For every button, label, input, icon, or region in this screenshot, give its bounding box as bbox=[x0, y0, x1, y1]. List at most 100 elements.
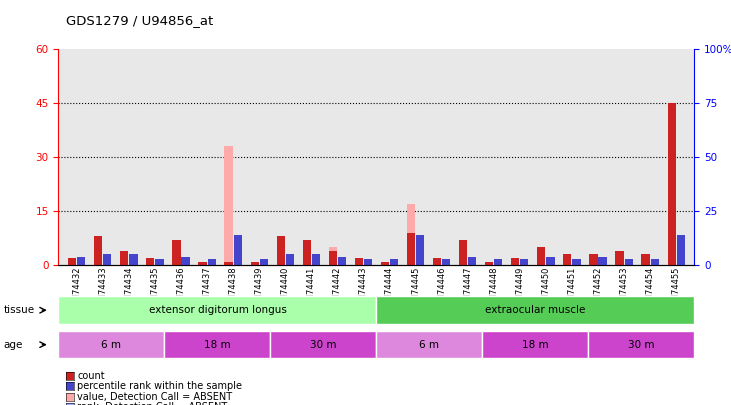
Bar bbox=[286, 259, 294, 265]
Text: 18 m: 18 m bbox=[522, 340, 549, 350]
Bar bbox=[181, 257, 189, 265]
Bar bbox=[677, 241, 685, 265]
Bar bbox=[442, 259, 450, 265]
Bar bbox=[572, 261, 580, 265]
Bar bbox=[77, 257, 86, 265]
Bar bbox=[103, 254, 111, 265]
Bar bbox=[208, 259, 216, 265]
Bar bbox=[120, 251, 129, 265]
Bar bbox=[260, 261, 268, 265]
Bar bbox=[120, 258, 129, 265]
Bar bbox=[146, 258, 154, 265]
Text: 6 m: 6 m bbox=[420, 340, 439, 350]
Bar bbox=[433, 258, 442, 265]
Text: 18 m: 18 m bbox=[204, 340, 231, 350]
Text: extensor digitorum longus: extensor digitorum longus bbox=[148, 305, 287, 315]
Bar bbox=[251, 262, 259, 265]
Bar bbox=[433, 262, 442, 265]
Bar bbox=[468, 257, 477, 265]
Text: 6 m: 6 m bbox=[102, 340, 121, 350]
Bar bbox=[208, 261, 216, 265]
Bar bbox=[94, 237, 102, 265]
Text: percentile rank within the sample: percentile rank within the sample bbox=[77, 382, 243, 391]
Bar bbox=[485, 264, 493, 265]
Bar bbox=[546, 257, 555, 265]
Bar bbox=[173, 258, 181, 265]
Bar bbox=[407, 204, 415, 265]
Bar bbox=[564, 254, 572, 265]
Text: value, Detection Call = ABSENT: value, Detection Call = ABSENT bbox=[77, 392, 232, 402]
Text: 30 m: 30 m bbox=[310, 340, 337, 350]
Bar bbox=[588, 331, 694, 358]
Bar bbox=[58, 331, 164, 358]
Bar bbox=[234, 237, 242, 265]
Bar bbox=[494, 261, 502, 265]
Bar bbox=[642, 254, 650, 265]
Bar bbox=[224, 146, 232, 265]
Bar bbox=[537, 247, 545, 265]
Bar bbox=[129, 259, 137, 265]
Bar bbox=[589, 258, 597, 265]
Bar bbox=[390, 261, 398, 265]
Bar bbox=[311, 259, 320, 265]
Bar bbox=[381, 262, 389, 265]
Bar bbox=[77, 259, 86, 265]
Bar bbox=[364, 259, 372, 265]
Bar bbox=[234, 235, 242, 265]
Bar bbox=[68, 258, 76, 265]
Text: tissue: tissue bbox=[4, 305, 35, 315]
Bar bbox=[667, 247, 675, 265]
Bar bbox=[416, 235, 424, 265]
Bar bbox=[276, 237, 285, 265]
Bar bbox=[624, 261, 633, 265]
Bar bbox=[355, 258, 363, 265]
Bar bbox=[270, 331, 376, 358]
Bar bbox=[329, 251, 337, 265]
Bar bbox=[129, 254, 137, 265]
Bar bbox=[251, 264, 259, 265]
Bar bbox=[376, 296, 694, 324]
Bar bbox=[164, 331, 270, 358]
Bar bbox=[103, 259, 111, 265]
Bar bbox=[286, 254, 294, 265]
Bar bbox=[156, 261, 164, 265]
Text: 30 m: 30 m bbox=[628, 340, 655, 350]
Bar bbox=[651, 261, 659, 265]
Bar bbox=[276, 244, 285, 265]
Bar bbox=[520, 261, 529, 265]
Bar bbox=[416, 241, 424, 265]
Bar bbox=[616, 251, 624, 265]
Bar bbox=[511, 258, 519, 265]
Bar bbox=[329, 247, 337, 265]
Bar bbox=[677, 235, 685, 265]
Text: age: age bbox=[4, 340, 23, 350]
Bar bbox=[311, 254, 320, 265]
Bar bbox=[224, 262, 232, 265]
Bar bbox=[667, 103, 675, 265]
Text: rank, Detection Call = ABSENT: rank, Detection Call = ABSENT bbox=[77, 403, 228, 405]
Bar bbox=[624, 259, 633, 265]
Bar bbox=[589, 254, 597, 265]
Text: count: count bbox=[77, 371, 105, 381]
Bar bbox=[599, 257, 607, 265]
Bar bbox=[651, 259, 659, 265]
Bar bbox=[494, 259, 502, 265]
Bar bbox=[338, 257, 346, 265]
Bar bbox=[459, 244, 467, 265]
Bar bbox=[156, 259, 164, 265]
Bar bbox=[181, 259, 189, 265]
Bar bbox=[407, 233, 415, 265]
Text: GDS1279 / U94856_at: GDS1279 / U94856_at bbox=[66, 14, 213, 27]
Bar bbox=[564, 258, 572, 265]
Bar bbox=[198, 264, 207, 265]
Bar bbox=[642, 258, 650, 265]
Bar bbox=[355, 262, 363, 265]
Text: extraocular muscle: extraocular muscle bbox=[485, 305, 586, 315]
Bar bbox=[376, 331, 482, 358]
Bar bbox=[442, 261, 450, 265]
Bar bbox=[303, 244, 311, 265]
Bar bbox=[537, 254, 545, 265]
Bar bbox=[616, 254, 624, 265]
Bar bbox=[485, 262, 493, 265]
Bar bbox=[599, 259, 607, 265]
